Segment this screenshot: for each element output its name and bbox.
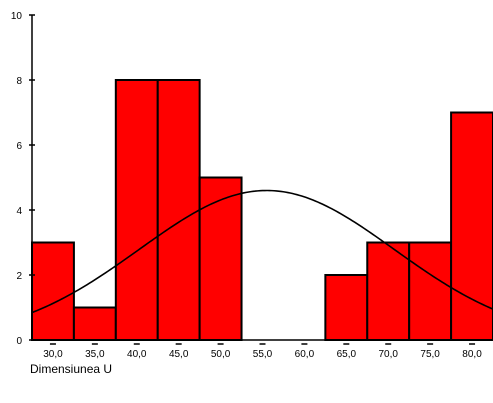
histogram-bar bbox=[408, 241, 453, 341]
y-tick-label: 6 bbox=[16, 141, 22, 152]
x-tick-label: 80,0 bbox=[462, 349, 482, 360]
histogram-bar bbox=[366, 241, 411, 341]
x-tick-label: 55,0 bbox=[253, 349, 273, 360]
y-tick-label: 10 bbox=[11, 11, 23, 22]
tick-labels-group: 0 2 4 6 8 10 30,0 35,0 40,0 45,0 50,0 55,0 60,0 65,0 7… bbox=[11, 11, 482, 360]
y-tick-label: 2 bbox=[16, 271, 22, 282]
histogram-bar bbox=[324, 274, 369, 341]
x-tick-label: 65,0 bbox=[337, 349, 357, 360]
x-tick-label: 75,0 bbox=[420, 349, 440, 360]
x-tick-label: 70,0 bbox=[378, 349, 398, 360]
histogram-bar bbox=[198, 176, 243, 341]
x-tick-label: 45,0 bbox=[169, 349, 189, 360]
x-tick-label: 35,0 bbox=[85, 349, 105, 360]
histogram-bar bbox=[72, 306, 117, 341]
normal-curve-group bbox=[31, 189, 493, 314]
axes-group bbox=[29, 14, 493, 345]
histogram-bar bbox=[156, 79, 201, 341]
histogram-bar bbox=[450, 111, 493, 341]
x-tick-label: 50,0 bbox=[211, 349, 231, 360]
x-tick-label: 40,0 bbox=[127, 349, 147, 360]
x-tick-label: 30,0 bbox=[43, 349, 63, 360]
histogram-bar bbox=[31, 241, 75, 341]
y-tick-label: 4 bbox=[16, 206, 22, 217]
bars-group bbox=[31, 79, 493, 341]
x-tick-label: 60,0 bbox=[295, 349, 315, 360]
normal-curve-line bbox=[31, 189, 493, 314]
y-tick-label: 0 bbox=[16, 336, 22, 347]
histogram-bar bbox=[114, 79, 159, 341]
x-axis-title: Dimensiunea U bbox=[30, 362, 113, 376]
y-tick-label: 8 bbox=[16, 76, 22, 87]
